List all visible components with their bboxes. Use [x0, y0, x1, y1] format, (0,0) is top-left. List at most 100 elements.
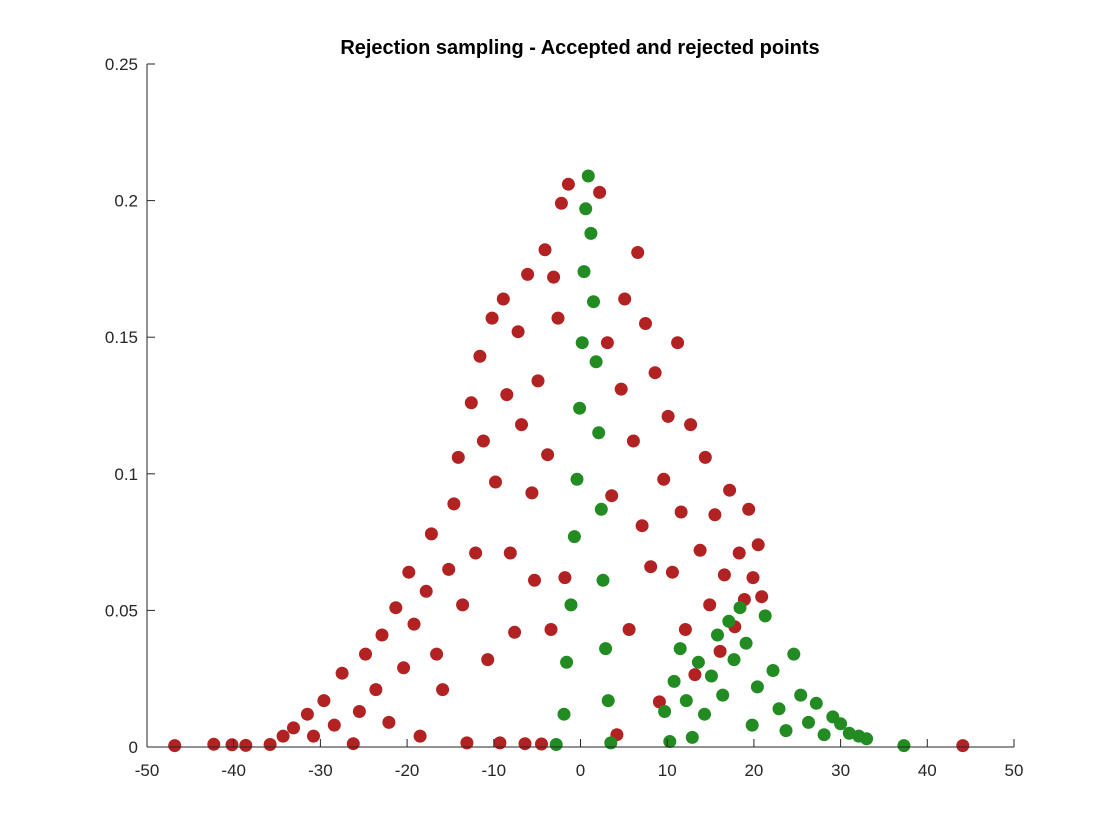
rejected-point	[300, 707, 314, 721]
rejected-point	[352, 705, 366, 718]
rejected-point	[639, 317, 652, 330]
accepted-point	[587, 295, 600, 309]
rejected-point	[600, 336, 614, 350]
accepted-point	[579, 202, 593, 216]
y-tick-label: 0.25	[105, 55, 138, 74]
rejected-point	[688, 668, 702, 682]
rejected-point	[460, 736, 474, 750]
accepted-point	[698, 707, 711, 721]
rejected-point	[168, 739, 182, 753]
rejected-point	[307, 729, 320, 743]
rejected-point	[956, 739, 970, 753]
rejected-point	[618, 292, 632, 306]
y-tick-label: 0.2	[114, 192, 138, 211]
rejected-point	[665, 565, 679, 579]
y-tick-label: 0	[129, 738, 138, 757]
rejected-point	[389, 601, 403, 615]
rejected-point	[622, 623, 636, 636]
accepted-point	[557, 707, 571, 721]
x-tick-label: -10	[482, 761, 507, 780]
rejected-point	[561, 177, 575, 191]
accepted-point	[564, 598, 578, 612]
rejected-point	[375, 628, 389, 642]
rejected-point	[369, 683, 383, 697]
rejected-point	[614, 382, 628, 396]
accepted-point	[604, 736, 618, 750]
rejected-point	[413, 729, 427, 743]
rejected-point	[473, 349, 487, 363]
x-tick-label: 40	[918, 761, 937, 780]
accepted-point	[592, 426, 606, 440]
rejected-point	[547, 270, 561, 284]
rejected-point	[496, 292, 510, 306]
x-tick-label: -30	[308, 761, 333, 780]
rejected-point	[346, 737, 360, 751]
accepted-point	[716, 688, 730, 702]
accepted-point	[745, 718, 759, 732]
rejected-point	[678, 623, 692, 636]
x-tick-label: 30	[831, 761, 850, 780]
rejected-point	[521, 267, 535, 281]
rejected-point	[317, 694, 331, 708]
rejected-point	[207, 737, 221, 751]
rejected-point	[442, 562, 456, 576]
rejected-point	[746, 571, 760, 585]
rejected-point	[644, 560, 658, 574]
accepted-point	[584, 226, 598, 240]
x-tick-label: 10	[658, 761, 677, 780]
x-tick-label: -20	[395, 761, 420, 780]
rejected-point	[528, 573, 541, 587]
rejected-point	[451, 450, 465, 464]
rejected-point	[436, 683, 450, 697]
accepted-point	[787, 647, 801, 661]
rejected-point	[456, 598, 470, 612]
accepted-point	[834, 717, 848, 731]
points-layer	[168, 169, 970, 753]
axes-layer: -50 -40 -30 -20 -10 0 10 20 30 40 50 0 0.05 0.1 0.15 0.…	[105, 55, 1024, 780]
rejected-point	[430, 647, 444, 661]
rejected-point	[531, 374, 545, 388]
rejected-point	[500, 388, 514, 402]
accepted-point	[577, 265, 591, 279]
accepted-point	[704, 669, 718, 683]
rejected-point	[713, 644, 727, 658]
x-tick-label: 20	[744, 761, 763, 780]
accepted-point	[570, 472, 584, 486]
accepted-point	[860, 732, 874, 746]
accepted-point	[685, 730, 699, 744]
accepted-point	[779, 724, 793, 738]
rejected-point	[554, 196, 568, 210]
rejected-point	[648, 366, 662, 380]
rejected-point	[489, 475, 502, 489]
accepted-point	[594, 502, 608, 516]
rejected-point	[515, 418, 528, 432]
accepted-point	[596, 573, 610, 587]
rejected-point	[723, 483, 737, 497]
accepted-point	[897, 739, 911, 753]
accepted-point	[711, 628, 724, 642]
rejected-point	[558, 571, 572, 585]
rejected-point	[402, 565, 416, 579]
chart-title: Rejection sampling - Accepted and reject…	[340, 37, 819, 59]
rejected-point	[481, 653, 495, 667]
accepted-point	[658, 705, 672, 718]
rejected-point	[335, 666, 349, 680]
rejected-point	[469, 546, 483, 560]
accepted-point	[739, 636, 753, 650]
rejected-point	[635, 519, 649, 533]
accepted-point	[599, 642, 613, 656]
rejected-point	[525, 486, 539, 500]
accepted-point	[581, 169, 595, 183]
rejected-point	[535, 737, 548, 751]
rejected-point	[397, 661, 411, 675]
rejected-point	[684, 418, 698, 432]
rejected-point	[287, 721, 300, 735]
rejected-point	[751, 538, 765, 552]
accepted-point	[679, 694, 693, 708]
rejected-point	[508, 625, 522, 639]
rejected-point	[419, 584, 433, 598]
rejected-point	[698, 450, 712, 464]
rejected-point	[263, 738, 277, 751]
